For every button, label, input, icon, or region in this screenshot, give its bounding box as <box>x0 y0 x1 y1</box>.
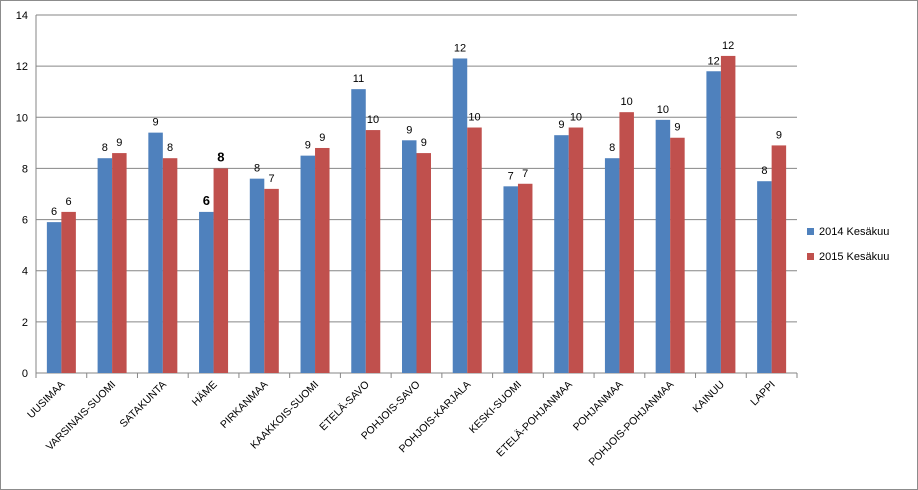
x-category-label: POHJOIS-POHJANMAA <box>587 379 677 469</box>
x-category-label: KESKI-SUOMI <box>467 379 524 436</box>
bar-series-2 <box>670 137 685 373</box>
bar-series-2 <box>517 183 533 373</box>
bar-series-2 <box>467 127 482 373</box>
bar-series-1 <box>300 155 316 373</box>
data-label: 6 <box>51 206 57 218</box>
data-label: 8 <box>609 142 615 154</box>
data-label: 10 <box>621 96 633 108</box>
data-label: 8 <box>217 149 224 164</box>
bar-series-2 <box>720 55 736 374</box>
bar-series-2 <box>416 153 431 373</box>
legend-label: 2014 Kesäkuu <box>819 226 889 238</box>
y-tick-label: 2 <box>22 317 28 329</box>
bar-series-1 <box>402 140 417 373</box>
bar-series-2 <box>568 127 584 373</box>
data-label: 6 <box>66 196 72 208</box>
data-label: 11 <box>353 73 364 85</box>
data-label: 8 <box>761 165 767 177</box>
bar-series-2 <box>315 147 330 373</box>
y-tick-label: 0 <box>22 368 28 380</box>
data-label: 9 <box>674 122 680 134</box>
bar-series-1 <box>604 158 620 373</box>
data-label: 9 <box>319 132 325 144</box>
legend-label: 2015 Kesäkuu <box>819 251 889 263</box>
bar-series-2 <box>619 112 634 374</box>
data-label: 8 <box>254 163 260 175</box>
bar-series-2 <box>771 145 787 373</box>
bar-series-2 <box>61 211 76 373</box>
legend-swatch <box>807 253 814 260</box>
bar-series-1 <box>199 211 214 373</box>
bar-series-1 <box>46 222 62 373</box>
data-label: 12 <box>454 42 466 54</box>
bar-series-1 <box>706 71 721 373</box>
data-label: 9 <box>406 124 412 136</box>
x-category-label: PIRKANMAA <box>218 379 270 431</box>
y-tick-label: 12 <box>16 61 28 73</box>
bar-series-2 <box>264 188 279 373</box>
bar-series-2 <box>112 153 127 373</box>
x-category-label: ETELÄ-SAVO <box>317 379 372 434</box>
bar-series-1 <box>249 178 265 373</box>
bar-series-2 <box>162 158 178 373</box>
bar-series-1 <box>757 181 772 373</box>
x-category-label: POHJANMAA <box>571 379 626 434</box>
data-label: 9 <box>421 137 427 149</box>
bar-series-1 <box>554 135 569 373</box>
data-label: 10 <box>570 112 582 124</box>
data-label: 9 <box>776 129 782 141</box>
bar-series-1 <box>655 119 671 373</box>
bar-series-1 <box>97 158 113 373</box>
x-category-label: UUSIMAA <box>25 379 67 421</box>
data-label: 12 <box>722 40 734 52</box>
y-tick-label: 8 <box>22 163 28 175</box>
y-tick-label: 4 <box>22 266 28 278</box>
data-label: 10 <box>367 114 379 126</box>
x-category-label: SATAKUNTA <box>118 379 169 430</box>
bar-series-1 <box>148 132 163 373</box>
bar-series-2 <box>365 130 381 373</box>
y-tick-label: 10 <box>16 112 28 124</box>
data-label: 8 <box>167 142 173 154</box>
data-label: 7 <box>522 168 528 180</box>
data-label: 9 <box>305 140 311 152</box>
data-label: 8 <box>102 142 108 154</box>
x-category-label: LAPPI <box>748 379 778 409</box>
data-label: 9 <box>558 119 564 131</box>
bar-series-1 <box>503 186 518 373</box>
data-label: 12 <box>708 55 720 67</box>
data-label: 10 <box>657 104 669 116</box>
bar-series-1 <box>351 89 366 374</box>
y-tick-label: 14 <box>16 10 28 22</box>
legend-swatch <box>807 228 814 235</box>
data-label: 9 <box>116 137 122 149</box>
data-label: 9 <box>153 117 159 129</box>
x-category-label: KAINUU <box>690 379 727 416</box>
data-label: 7 <box>268 173 274 185</box>
bar-series-2 <box>213 168 229 373</box>
y-tick-label: 6 <box>22 215 28 227</box>
x-category-label: HÄME <box>190 379 220 409</box>
data-label: 6 <box>203 193 210 208</box>
bar-series-1 <box>452 58 468 373</box>
data-label: 10 <box>468 112 480 124</box>
data-label: 7 <box>508 170 514 182</box>
